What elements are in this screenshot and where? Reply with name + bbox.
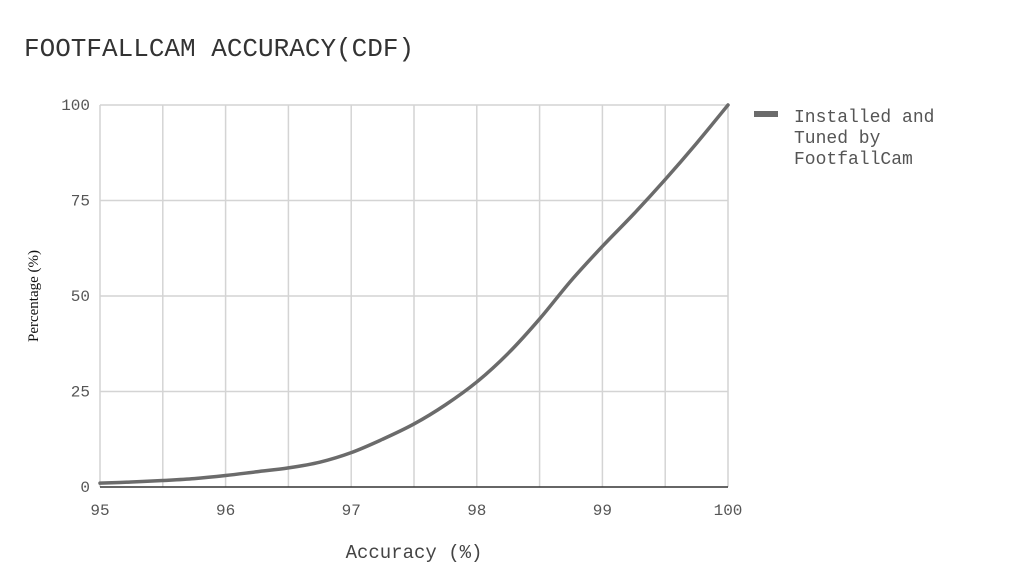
- legend-swatch: [754, 111, 778, 117]
- data-point: [507, 352, 510, 355]
- y-tick-label: 50: [71, 288, 90, 306]
- data-point: [727, 104, 730, 107]
- data-point: [193, 477, 196, 480]
- x-tick-label: 96: [216, 502, 235, 520]
- x-tick-label: 99: [593, 502, 612, 520]
- x-tick-label: 98: [467, 502, 486, 520]
- data-point: [256, 470, 259, 473]
- y-tick-label: 75: [71, 193, 90, 211]
- data-point: [444, 403, 447, 406]
- tick-labels: 0 25 50 75 100 95 96 97 98 99 100: [61, 97, 742, 520]
- grid: [99, 104, 729, 487]
- y-axis-label: Percentage (%): [26, 250, 42, 342]
- data-point: [318, 461, 321, 464]
- legend: Installed and Tuned by FootfallCam: [754, 108, 934, 170]
- data-point: [538, 317, 541, 320]
- x-tick-label: 100: [714, 502, 743, 520]
- x-tick-label: 97: [342, 502, 361, 520]
- chart-title: FOOTFALLCAM ACCURACY(CDF): [24, 34, 414, 64]
- series-layer: [98, 103, 730, 485]
- y-tick-label: 25: [71, 384, 90, 402]
- data-point: [475, 380, 478, 383]
- series-line: [98, 103, 730, 485]
- data-point: [413, 422, 416, 425]
- data-point: [632, 212, 635, 215]
- data-point: [695, 142, 698, 145]
- data-point: [350, 451, 353, 454]
- data-point: [664, 178, 667, 181]
- y-tick-label: 0: [80, 479, 90, 497]
- y-tick-label: 100: [61, 97, 90, 115]
- data-point: [601, 245, 604, 248]
- data-point: [130, 481, 133, 484]
- data-point: [224, 474, 227, 477]
- data-point: [570, 279, 573, 282]
- data-point: [99, 482, 102, 485]
- data-point: [287, 466, 290, 469]
- legend-label: Installed and Tuned by FootfallCam: [794, 108, 934, 170]
- x-tick-label: 95: [90, 502, 109, 520]
- x-axis-label: Accuracy (%): [346, 542, 483, 564]
- data-point: [161, 479, 164, 482]
- data-point: [381, 438, 384, 441]
